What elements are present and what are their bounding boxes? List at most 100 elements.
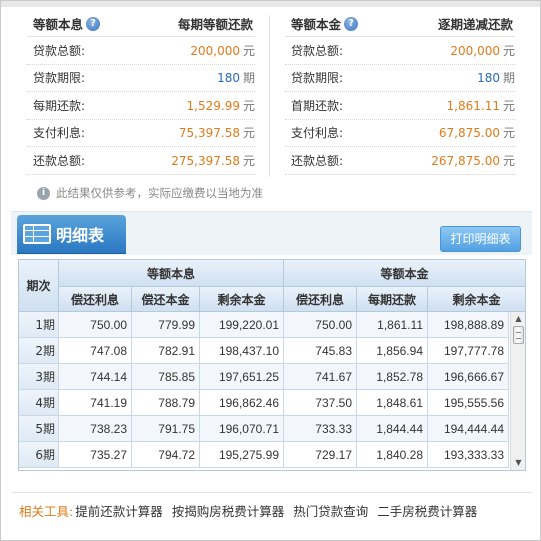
- table-cell: 197,777.78: [428, 338, 509, 363]
- table-cell: 195,275.99: [200, 442, 284, 467]
- summary-unit: 元: [502, 153, 515, 168]
- period-cell: 1期: [19, 312, 59, 337]
- summary-label: 首期还款:: [291, 98, 344, 113]
- disclaimer-text: 此结果仅供参考，实际应缴费以当地为准: [56, 186, 263, 200]
- summary-value: 75,397.58: [178, 126, 240, 141]
- info-icon: i: [37, 186, 50, 200]
- table-cell: 1,844.44: [357, 416, 428, 441]
- summary-label: 支付利息:: [291, 126, 344, 141]
- scroll-down-arrow-icon[interactable]: ▼: [515, 458, 522, 467]
- summary-unit: 元: [502, 98, 515, 113]
- table-cell: 195,555.56: [428, 390, 509, 415]
- equal-interest-title: 等额本息: [33, 17, 84, 32]
- table-cell: 779.99: [132, 312, 200, 337]
- table-cell: 750.00: [59, 312, 132, 337]
- column-header: 偿还利息: [59, 287, 132, 312]
- summary-label: 贷款总额:: [291, 43, 344, 58]
- period-cell: 4期: [19, 390, 59, 415]
- detail-tab: 明细表: [17, 215, 126, 253]
- summary-unit: 元: [242, 126, 255, 141]
- summary-label: 贷款期限:: [33, 71, 86, 86]
- table-cell: 193,333.33: [428, 442, 509, 467]
- equal-principal-panel: 等额本金? 逐期递减还款 贷款总额: 200,000 元 贷款期限: 180 期 首期还…: [285, 11, 515, 175]
- scroll-up-arrow-icon[interactable]: ▲: [515, 314, 522, 323]
- table-cell: 733.33: [284, 416, 357, 441]
- table-row: 6期 735.27 794.72 195,275.99 729.17 1,840.28 19…: [19, 442, 509, 468]
- table-cell: 737.50: [284, 390, 357, 415]
- summary-value: 180: [477, 71, 500, 86]
- equal-principal-header: 等额本金? 逐期递减还款: [285, 11, 515, 37]
- summary-row: 还款总额: 267,875.00 元: [285, 147, 515, 175]
- table-cell: 738.23: [59, 416, 132, 441]
- summary-row: 还款总额: 275,397.58 元: [27, 147, 255, 175]
- column-header: 每期还款: [357, 287, 428, 312]
- equal-interest-header: 等额本息? 每期等额还款: [27, 11, 255, 37]
- summary-value: 200,000: [190, 43, 240, 58]
- summary-value: 267,875.00: [431, 153, 500, 168]
- table-cell: 782.91: [132, 338, 200, 363]
- summary-value: 1,861.11: [446, 98, 500, 113]
- related-tools: 相关工具: 提前还款计算器 按揭购房税费计算器 热门贷款查询 二手房税费计算器: [19, 501, 486, 520]
- top-bar: [1, 1, 540, 7]
- tool-link-prepayment[interactable]: 提前还款计算器: [75, 504, 163, 519]
- table-cell: 741.67: [284, 364, 357, 389]
- summary-unit: 元: [502, 43, 515, 58]
- summary-label: 还款总额:: [291, 153, 344, 168]
- table-cell: 1,840.28: [357, 442, 428, 467]
- summary-unit: 元: [502, 126, 515, 141]
- column-header: 剩余本金: [428, 287, 525, 312]
- table-cell: 194,444.44: [428, 416, 509, 441]
- summary-label: 还款总额:: [33, 153, 86, 168]
- column-header: 偿还利息: [284, 287, 357, 312]
- tool-link-second-hand-tax[interactable]: 二手房税费计算器: [377, 504, 478, 519]
- table-cell: 729.17: [284, 442, 357, 467]
- help-icon[interactable]: ?: [86, 16, 101, 31]
- table-cell: 198,437.10: [200, 338, 284, 363]
- summary-value: 180: [217, 71, 240, 86]
- equal-principal-mode: 逐期递减还款: [437, 17, 513, 32]
- tool-link-mortgage-tax[interactable]: 按揭购房税费计算器: [171, 504, 285, 519]
- help-icon[interactable]: ?: [344, 16, 359, 31]
- summary-label: 支付利息:: [33, 126, 86, 141]
- table-cell: 196,666.67: [428, 364, 509, 389]
- table-cell: 794.72: [132, 442, 200, 467]
- table-row: 2期 747.08 782.91 198,437.10 745.83 1,856.94 19…: [19, 338, 509, 364]
- related-tools-label: 相关工具:: [19, 504, 74, 519]
- table-row: 1期 750.00 779.99 199,220.01 750.00 1,861.11 19…: [19, 312, 509, 338]
- summary-unit: 期: [502, 71, 515, 86]
- summary-unit: 期: [242, 71, 255, 86]
- summary-label: 贷款期限:: [291, 71, 344, 86]
- period-cell: 2期: [19, 338, 59, 363]
- tool-link-hot-loans[interactable]: 热门贷款查询: [293, 504, 369, 519]
- table-cell: 1,856.94: [357, 338, 428, 363]
- summary-row: 支付利息: 75,397.58 元: [27, 120, 255, 147]
- table-cell: 1,852.78: [357, 364, 428, 389]
- table-row: 4期 741.19 788.79 196,862.46 737.50 1,848.61 19…: [19, 390, 509, 416]
- period-cell: 3期: [19, 364, 59, 389]
- summary-row: 贷款期限: 180 期: [27, 65, 255, 92]
- group-header-equal-principal: 等额本金: [284, 260, 525, 287]
- period-cell: 6期: [19, 442, 59, 467]
- table-scrollbar[interactable]: ▲ ▼: [510, 312, 525, 470]
- summary-row: 贷款期限: 180 期: [285, 65, 515, 92]
- equal-interest-panel: 等额本息? 每期等额还款 贷款总额: 200,000 元 贷款期限: 180 期 每期还…: [27, 11, 255, 175]
- summary-unit: 元: [242, 43, 255, 58]
- table-cell: 196,862.46: [200, 390, 284, 415]
- table-icon: [23, 224, 51, 244]
- summary-value: 200,000: [450, 43, 500, 58]
- scroll-thumb[interactable]: [513, 326, 524, 344]
- period-cell: 5期: [19, 416, 59, 441]
- table-row: 3期 744.14 785.85 197,651.25 741.67 1,852.78 19…: [19, 364, 509, 390]
- table-cell: 196,070.71: [200, 416, 284, 441]
- table-cell: 197,651.25: [200, 364, 284, 389]
- print-detail-button[interactable]: 打印明细表: [440, 226, 521, 252]
- group-header-equal-interest: 等额本息: [59, 260, 284, 287]
- table-cell: 750.00: [284, 312, 357, 337]
- summary-row: 贷款总额: 200,000 元: [285, 37, 515, 65]
- summary-row: 每期还款: 1,529.99 元: [27, 92, 255, 120]
- table-cell: 735.27: [59, 442, 132, 467]
- detail-table: 期次 等额本息 等额本金 偿还利息 偿还本金 剩余本金 偿还利息 每期还款 剩余…: [18, 259, 526, 471]
- table-cell: 198,888.89: [428, 312, 509, 337]
- summary-row: 贷款总额: 200,000 元: [27, 37, 255, 65]
